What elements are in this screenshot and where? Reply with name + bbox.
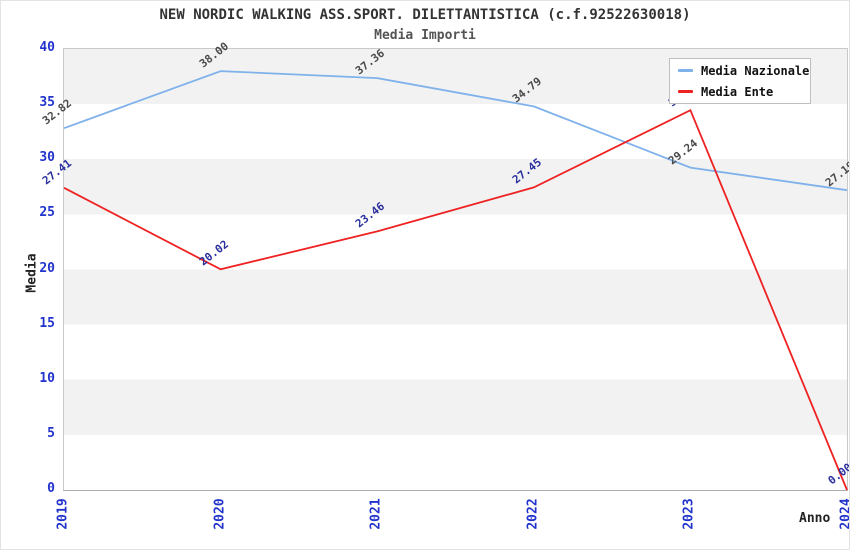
y-tick-25: 25 <box>39 205 55 221</box>
y-tick-20: 20 <box>39 260 55 276</box>
y-tick-10: 10 <box>39 370 55 386</box>
line-series-1 <box>63 108 848 491</box>
legend-line-swatch-blue <box>678 69 693 72</box>
x-tick-2021: 2021 <box>368 498 384 530</box>
legend-box: Media Nazionale Media Ente <box>669 58 811 104</box>
x-axis-label: Anno <box>799 511 831 526</box>
x-tick-2019: 2019 <box>55 498 71 530</box>
y-tick-5: 5 <box>47 425 55 441</box>
plot-area <box>63 48 848 491</box>
line-series-svg <box>63 70 848 491</box>
x-tick-2023: 2023 <box>681 498 697 530</box>
chart-subtitle: Media Importi <box>374 28 476 43</box>
y-tick-40: 40 <box>39 40 55 55</box>
chart-title: NEW NORDIC WALKING ASS.SPORT. DILETTANTI… <box>159 7 691 23</box>
y-tick-30: 30 <box>39 150 55 166</box>
x-tick-2022: 2022 <box>525 498 541 530</box>
y-tick-35: 35 <box>39 95 55 111</box>
legend-line-swatch-red <box>678 90 693 93</box>
legend-label-ente: Media Ente <box>701 84 774 99</box>
legend-label-nazionale: Media Nazionale <box>701 63 810 78</box>
legend-entry-ente: Media Ente <box>678 85 802 99</box>
y-tick-0: 0 <box>47 481 55 496</box>
legend-entry-nazionale: Media Nazionale <box>678 64 809 78</box>
x-tick-2024: 2024 <box>838 498 850 530</box>
x-tick-2020: 2020 <box>212 498 228 530</box>
y-tick-15: 15 <box>39 315 55 331</box>
